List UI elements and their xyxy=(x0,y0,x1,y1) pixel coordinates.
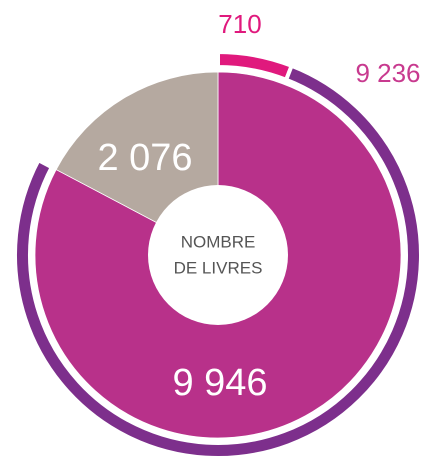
value-label: 9 236 xyxy=(355,58,420,88)
ring-segment xyxy=(13,63,423,460)
value-label: 2 076 xyxy=(97,137,192,179)
center-label: DE LIVRES xyxy=(174,258,263,277)
donut-hole xyxy=(148,185,288,325)
value-label: 710 xyxy=(218,9,261,39)
pie-slice xyxy=(34,71,402,439)
center-label: NOMBRE xyxy=(181,232,256,251)
value-label: 9 946 xyxy=(172,362,267,404)
